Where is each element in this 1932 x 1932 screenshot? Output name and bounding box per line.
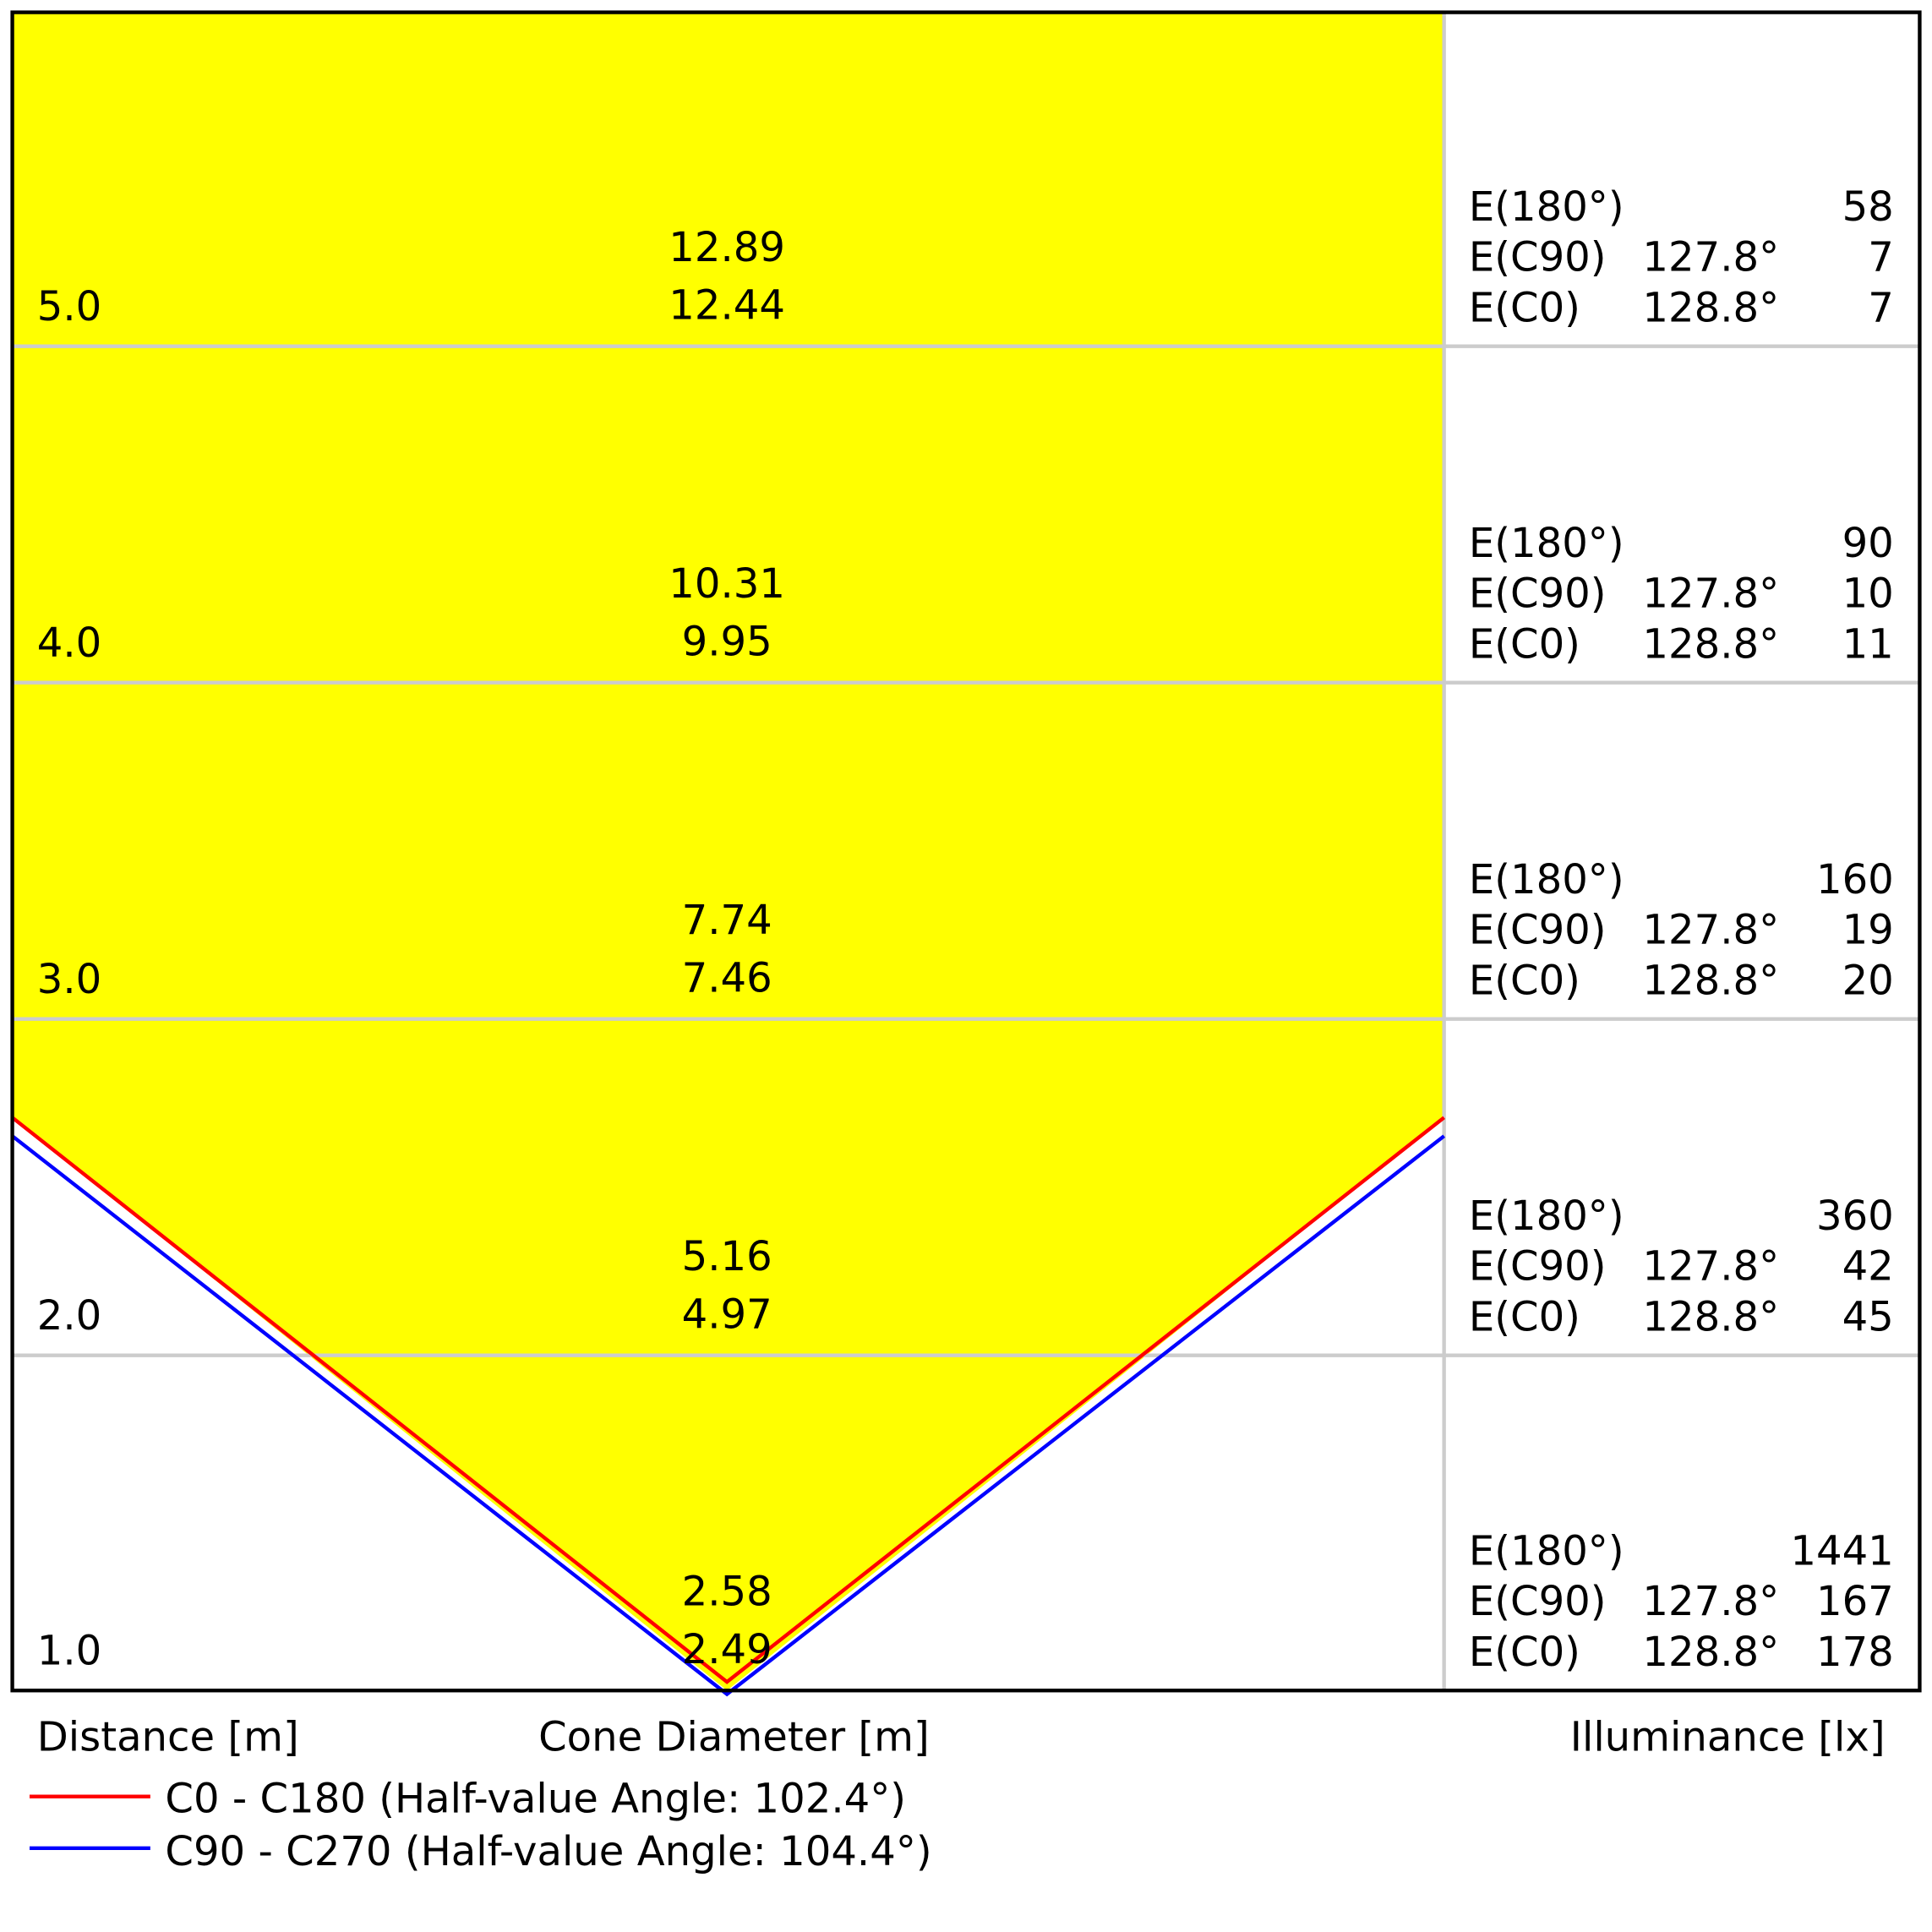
distance-label: 2.0 — [37, 1292, 102, 1340]
legend-label: C0 - C180 (Half-value Angle: 102.4°) — [165, 1775, 906, 1822]
illuminance-value: 58 — [1842, 183, 1894, 231]
diameter-label: 12.89 — [669, 224, 785, 271]
illuminance-angle: 128.8° — [1642, 284, 1779, 331]
illuminance-name: E(C90) — [1469, 1243, 1607, 1291]
illuminance-value: 160 — [1816, 856, 1894, 903]
illuminance-name: E(180°) — [1469, 520, 1624, 567]
illuminance-value: 1441 — [1790, 1527, 1893, 1575]
illuminance-value: 20 — [1842, 957, 1894, 1004]
axis-label: Cone Diameter [m] — [538, 1714, 930, 1761]
row-lines — [12, 12, 1920, 1691]
diameter-label: 9.95 — [682, 618, 772, 665]
illuminance-angle: 128.8° — [1642, 957, 1779, 1004]
illuminance-value: 45 — [1842, 1293, 1894, 1340]
distance-label: 1.0 — [37, 1628, 102, 1675]
distance-label: 5.0 — [37, 283, 102, 330]
illuminance-value: 42 — [1842, 1243, 1894, 1291]
diameter-label: 10.31 — [669, 560, 785, 608]
diameter-label: 12.44 — [669, 281, 785, 329]
illuminance-angle: 127.8° — [1642, 907, 1779, 954]
illuminance-angle: 128.8° — [1642, 1293, 1779, 1340]
illuminance-name: E(C0) — [1469, 284, 1580, 331]
frame — [10, 10, 1922, 1693]
illuminance-name: E(C90) — [1469, 570, 1607, 618]
diameter-label: 4.97 — [682, 1291, 772, 1339]
illuminance-name: E(180°) — [1469, 1192, 1624, 1240]
cone-line-c90 — [11, 1134, 1446, 1697]
axis-label: Illuminance [lx] — [1570, 1714, 1886, 1761]
illuminance-name: E(C0) — [1469, 1293, 1580, 1340]
illuminance-value: 10 — [1842, 570, 1894, 618]
illuminance-name: E(180°) — [1469, 1527, 1624, 1575]
diameter-label: 7.46 — [682, 954, 772, 1001]
illuminance-name: E(180°) — [1469, 183, 1624, 231]
illuminance-angle: 127.8° — [1642, 1578, 1779, 1625]
illuminance-value: 19 — [1842, 907, 1894, 954]
distance-label: 4.0 — [37, 619, 102, 667]
legend-label: C90 - C270 (Half-value Angle: 104.4°) — [165, 1828, 931, 1875]
illuminance-value: 11 — [1842, 620, 1894, 668]
diameter-label: 5.16 — [682, 1233, 772, 1280]
illuminance-name: E(C0) — [1469, 957, 1580, 1004]
illuminance-value: 90 — [1842, 520, 1894, 567]
illuminance-value: 167 — [1816, 1578, 1894, 1625]
cone-line-c0 — [11, 1116, 1446, 1684]
illuminance-value: 7 — [1868, 234, 1894, 281]
illuminance-angle: 127.8° — [1642, 234, 1779, 281]
cone-fill — [12, 12, 1444, 1691]
illuminance-value: 7 — [1868, 284, 1894, 331]
illuminance-angle: 127.8° — [1642, 1243, 1779, 1291]
diameter-label: 7.74 — [682, 897, 772, 944]
illuminance-name: E(C90) — [1469, 234, 1607, 281]
illuminance-angle: 127.8° — [1642, 570, 1779, 618]
illuminance-name: E(180°) — [1469, 856, 1624, 903]
illuminance-value: 360 — [1816, 1192, 1894, 1240]
illuminance-name: E(C90) — [1469, 907, 1607, 954]
diameter-label: 2.49 — [682, 1626, 772, 1673]
axis-label: Distance [m] — [37, 1714, 299, 1761]
illuminance-name: E(C0) — [1469, 620, 1580, 668]
illuminance-name: E(C0) — [1469, 1629, 1580, 1676]
diameter-label: 2.58 — [682, 1569, 772, 1616]
illuminance-name: E(C90) — [1469, 1578, 1607, 1625]
illuminance-value: 178 — [1816, 1629, 1894, 1676]
distance-label: 3.0 — [37, 956, 102, 1003]
illuminance-angle: 128.8° — [1642, 620, 1779, 668]
illuminance-angle: 128.8° — [1642, 1629, 1779, 1676]
